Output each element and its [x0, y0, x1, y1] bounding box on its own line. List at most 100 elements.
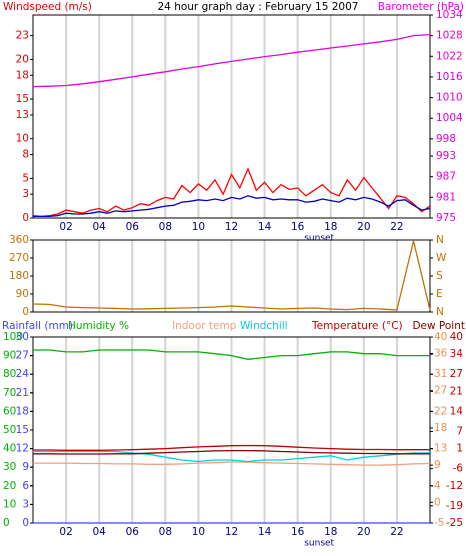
y-tick-label: 6: [22, 480, 29, 492]
x-tick-label: 20: [357, 526, 370, 538]
y-tick-label: 36: [434, 348, 448, 360]
x-tick-label: 20: [357, 221, 370, 233]
x-tick-label: 22: [390, 221, 403, 233]
y-tick-label: 22: [434, 405, 447, 417]
y-tick-label: 31: [434, 368, 447, 380]
y-tick-label: 14: [450, 405, 464, 417]
legend-entry: Temperature (°C): [311, 320, 403, 332]
y-tick-label: E: [436, 288, 443, 300]
x-tick-label: 12: [225, 221, 238, 233]
y-tick-label: 0: [22, 517, 29, 529]
y-tick-label: 40: [450, 331, 463, 343]
y-tick-label: 34: [450, 348, 464, 360]
x-tick-label: 10: [192, 526, 205, 538]
y-tick-label: 21: [16, 387, 29, 399]
y-tick-label: 90: [3, 350, 16, 362]
y-tick-label: 998: [436, 133, 456, 145]
y-tick-label: 7: [456, 425, 463, 437]
y-tick-label: 15: [16, 93, 29, 105]
series-line: [32, 167, 431, 218]
y-tick-label: 15: [16, 424, 29, 436]
y-tick-label: 1004: [436, 112, 463, 124]
y-tick-label: 3: [22, 188, 29, 200]
y-tick-label: 1034: [436, 9, 463, 21]
x-tick-label: 18: [324, 526, 337, 538]
y-tick-label: 30: [3, 461, 16, 473]
y-tick-label: 10: [16, 133, 29, 145]
y-tick-label: 50: [3, 424, 16, 436]
legend-entry: Dew Point: [412, 320, 465, 332]
series-line: [33, 195, 431, 218]
y-tick-label: 4: [434, 480, 441, 492]
y-tick-label: 8: [22, 149, 29, 161]
x-tick-label: 16: [291, 526, 305, 538]
y-tick-label: 30: [16, 331, 29, 343]
series-line: [33, 450, 430, 463]
series-line: [32, 33, 431, 88]
x-tick-label: 18: [324, 221, 337, 233]
y-tick-label: 10: [3, 498, 16, 510]
y-tick-label: 9: [22, 461, 29, 473]
y-tick-label: -25: [446, 517, 463, 529]
y-tick-label: 270: [9, 252, 29, 264]
y-tick-label: N: [436, 306, 444, 318]
y-tick-label: -5: [434, 517, 444, 529]
x-tick-label: 02: [59, 221, 72, 233]
y-tick-label: S: [436, 270, 443, 282]
x-tick-label: 06: [126, 221, 140, 233]
y-tick-label: 987: [436, 171, 456, 183]
y-tick-label: 40: [434, 331, 447, 343]
y-tick-label: N: [436, 234, 444, 246]
y-tick-label: 1010: [436, 92, 463, 104]
y-tick-label: 0: [22, 306, 29, 318]
y-tick-label: 18: [16, 69, 29, 81]
legend-entry: Windchill: [240, 320, 288, 332]
y-tick-label: 18: [16, 405, 29, 417]
y-tick-label: 975: [436, 212, 456, 224]
y-tick-label: 360: [9, 234, 29, 246]
y-tick-label: 18: [434, 422, 447, 434]
x-tick-label: 14: [258, 526, 272, 538]
series-line: [33, 349, 430, 360]
y-tick-label: 100: [3, 331, 23, 343]
y-axis-label: Windspeed (m/s): [3, 1, 92, 13]
y-tick-label: 27: [450, 368, 463, 380]
y-tick-label: 13: [16, 109, 29, 121]
y-tick-label: 13: [434, 443, 447, 455]
y-tick-label: 20: [16, 53, 29, 65]
x-tick-label: 12: [225, 526, 238, 538]
y-tick-label: 981: [436, 191, 456, 203]
y-tick-label: 20: [3, 480, 16, 492]
y-tick-label: 27: [434, 385, 447, 397]
y-tick-label: 1: [456, 443, 463, 455]
series-line: [33, 449, 430, 455]
plot-frame: [32, 14, 431, 219]
y-tick-label: 0: [22, 212, 29, 224]
legend-entry: Rainfall (mm): [2, 320, 73, 332]
y-tick-label: 5: [22, 172, 29, 184]
x-tick-label: 08: [159, 526, 172, 538]
annotation: sunset: [304, 539, 334, 549]
y-tick-label: 21: [450, 385, 463, 397]
y-tick-label: W: [436, 252, 447, 264]
y-tick-label: 1022: [436, 50, 463, 62]
series-line: [32, 240, 431, 311]
x-tick-label: 14: [258, 221, 272, 233]
y-tick-label: 3: [22, 498, 29, 510]
legend-entry: Humidity %: [68, 320, 129, 332]
y-tick-label: -12: [446, 480, 463, 492]
annotation: sunset: [304, 234, 334, 244]
chart-title: 24 hour graph day : February 15 2007: [158, 1, 359, 13]
y-tick-label: 1028: [436, 30, 463, 42]
x-tick-label: 04: [92, 221, 106, 233]
x-tick-label: 04: [92, 526, 106, 538]
y-tick-label: 60: [3, 405, 16, 417]
y-tick-label: 12: [16, 443, 29, 455]
y-tick-label: 90: [16, 288, 29, 300]
legend-entry: Indoor temp: [172, 320, 237, 332]
y-tick-label: 180: [9, 270, 29, 282]
y-tick-label: 27: [16, 350, 29, 362]
y-tick-label: 24: [16, 368, 30, 380]
series-line: [33, 461, 431, 466]
